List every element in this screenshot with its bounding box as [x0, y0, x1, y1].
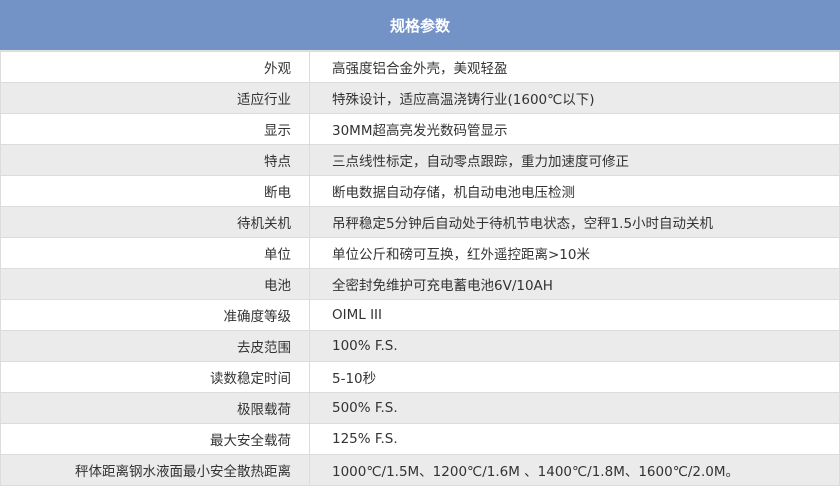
spec-value: 30MM超高亮发光数码管显示	[309, 113, 840, 145]
spec-label: 去皮范围	[0, 330, 310, 362]
spec-label: 读数稳定时间	[0, 361, 310, 393]
spec-value: 1000℃/1.5M、1200℃/1.6M 、1400℃/1.8M、1600℃/…	[309, 454, 840, 486]
spec-value: 125% F.S.	[309, 423, 840, 455]
table-row: 极限载荷 500% F.S.	[0, 392, 840, 424]
spec-label: 秤体距离钢水液面最小安全散热距离	[0, 454, 310, 486]
table-row: 特点 三点线性标定，自动零点跟踪，重力加速度可修正	[0, 144, 840, 176]
table-row: 电池 全密封免维护可充电蓄电池6V/10AH	[0, 268, 840, 300]
spec-value: 100% F.S.	[309, 330, 840, 362]
spec-table: 外观 高强度铝合金外壳，美观轻盈 适应行业 特殊设计，适应高温浇铸行业(1600℃以下…	[0, 51, 840, 486]
table-row: 秤体距离钢水液面最小安全散热距离 1000℃/1.5M、1200℃/1.6M 、1…	[0, 454, 840, 486]
spec-value: 全密封免维护可充电蓄电池6V/10AH	[309, 268, 840, 300]
spec-label: 适应行业	[0, 82, 310, 114]
spec-label: 断电	[0, 175, 310, 207]
table-row: 适应行业 特殊设计，适应高温浇铸行业(1600℃以下)	[0, 82, 840, 114]
spec-value: 单位公斤和磅可互换，红外遥控距离>10米	[309, 237, 840, 269]
table-row: 准确度等级 OIML III	[0, 299, 840, 331]
table-row: 读数稳定时间 5-10秒	[0, 361, 840, 393]
spec-label: 电池	[0, 268, 310, 300]
spec-label: 最大安全载荷	[0, 423, 310, 455]
spec-value: 特殊设计，适应高温浇铸行业(1600℃以下)	[309, 82, 840, 114]
table-title: 规格参数	[0, 0, 840, 51]
spec-label: 外观	[0, 51, 310, 83]
spec-label: 极限载荷	[0, 392, 310, 424]
table-row: 显示 30MM超高亮发光数码管显示	[0, 113, 840, 145]
spec-value: 吊秤稳定5分钟后自动处于待机节电状态，空秤1.5小时自动关机	[309, 206, 840, 238]
spec-value: 500% F.S.	[309, 392, 840, 424]
table-row: 单位 单位公斤和磅可互换，红外遥控距离>10米	[0, 237, 840, 269]
spec-value: OIML III	[309, 299, 840, 331]
spec-value: 断电数据自动存储，机自动电池电压检测	[309, 175, 840, 207]
spec-label: 单位	[0, 237, 310, 269]
spec-value: 三点线性标定，自动零点跟踪，重力加速度可修正	[309, 144, 840, 176]
spec-label: 显示	[0, 113, 310, 145]
spec-value: 高强度铝合金外壳，美观轻盈	[309, 51, 840, 83]
table-row: 待机关机 吊秤稳定5分钟后自动处于待机节电状态，空秤1.5小时自动关机	[0, 206, 840, 238]
spec-label: 准确度等级	[0, 299, 310, 331]
table-row: 最大安全载荷 125% F.S.	[0, 423, 840, 455]
spec-value: 5-10秒	[309, 361, 840, 393]
table-row: 去皮范围 100% F.S.	[0, 330, 840, 362]
table-row: 断电 断电数据自动存储，机自动电池电压检测	[0, 175, 840, 207]
table-row: 外观 高强度铝合金外壳，美观轻盈	[0, 51, 840, 83]
spec-label: 待机关机	[0, 206, 310, 238]
spec-label: 特点	[0, 144, 310, 176]
